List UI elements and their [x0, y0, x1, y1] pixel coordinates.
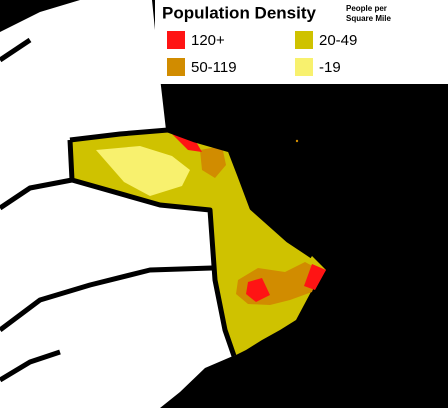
border: [0, 177, 73, 211]
region-50-119: [200, 146, 226, 178]
legend-swatch: [295, 58, 313, 76]
legend-swatch: [295, 31, 313, 49]
legend-label: 50-119: [191, 59, 237, 76]
legend-subtitle: People per: [346, 4, 387, 13]
border: [0, 349, 61, 383]
legend-subtitle: Square Mile: [346, 14, 391, 23]
legend-swatch: [167, 58, 185, 76]
region-120-plus: [170, 132, 202, 152]
region-120-plus: [246, 278, 270, 302]
region-120-plus: [304, 264, 326, 290]
border: [69, 127, 314, 259]
borders: [0, 37, 314, 383]
region-under-19: [96, 146, 190, 196]
neighbour-land: [0, 0, 233, 408]
legend-label: 120+: [191, 32, 225, 49]
legend-title: Population Density: [162, 3, 317, 22]
legend-swatch: [167, 31, 185, 49]
legend-label: 20-49: [319, 32, 357, 49]
legend-label: -19: [319, 59, 341, 76]
island: [295, 139, 299, 143]
border: [0, 37, 32, 63]
legend-items: 120+ 20-49 50-119 -19: [167, 31, 357, 76]
border: [0, 265, 213, 332]
